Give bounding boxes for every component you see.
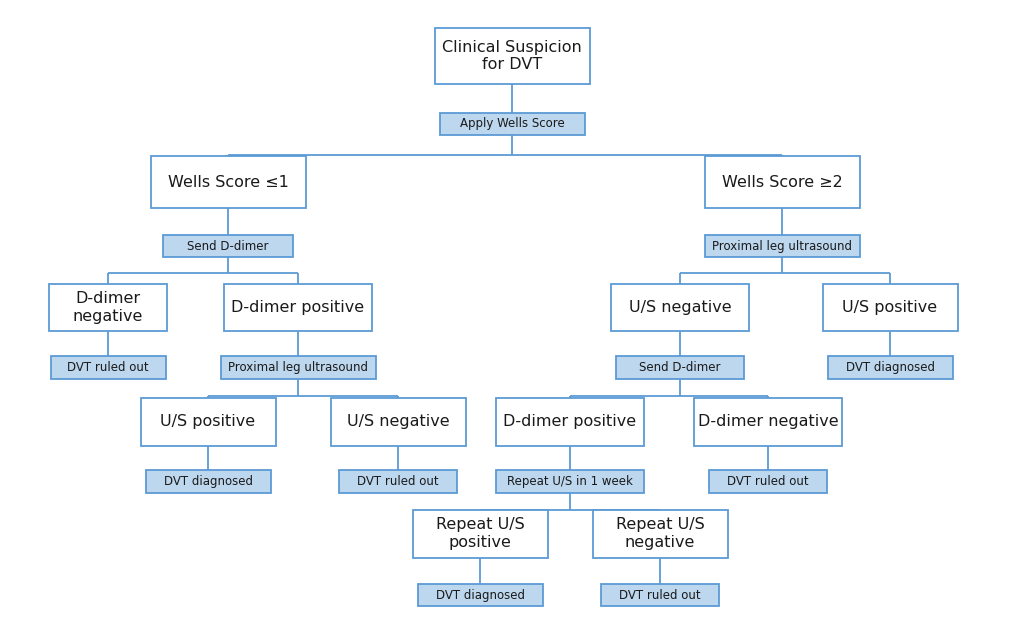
Text: DVT diagnosed: DVT diagnosed — [435, 589, 524, 601]
Text: Apply Wells Score: Apply Wells Score — [460, 117, 564, 131]
Text: DVT ruled out: DVT ruled out — [357, 475, 439, 488]
FancyBboxPatch shape — [224, 283, 372, 331]
FancyBboxPatch shape — [163, 235, 293, 257]
FancyBboxPatch shape — [49, 283, 167, 331]
Text: Wells Score ≤1: Wells Score ≤1 — [168, 175, 289, 189]
Text: Repeat U/S in 1 week: Repeat U/S in 1 week — [507, 475, 633, 488]
FancyBboxPatch shape — [705, 235, 859, 257]
FancyBboxPatch shape — [339, 471, 457, 493]
Text: Send D-dimer: Send D-dimer — [187, 240, 268, 252]
Text: U/S negative: U/S negative — [347, 414, 450, 429]
Text: DVT ruled out: DVT ruled out — [620, 589, 700, 601]
Text: DVT diagnosed: DVT diagnosed — [846, 361, 935, 374]
FancyBboxPatch shape — [50, 357, 166, 379]
Text: D-dimer positive: D-dimer positive — [504, 414, 637, 429]
Text: DVT diagnosed: DVT diagnosed — [164, 475, 253, 488]
FancyBboxPatch shape — [705, 156, 859, 208]
FancyBboxPatch shape — [140, 398, 275, 445]
FancyBboxPatch shape — [220, 357, 376, 379]
FancyBboxPatch shape — [616, 357, 744, 379]
FancyBboxPatch shape — [331, 398, 466, 445]
Text: Repeat U/S
negative: Repeat U/S negative — [615, 517, 705, 550]
Text: D-dimer negative: D-dimer negative — [697, 414, 839, 429]
FancyBboxPatch shape — [151, 156, 305, 208]
FancyBboxPatch shape — [418, 584, 543, 606]
Text: U/S positive: U/S positive — [843, 300, 938, 315]
FancyBboxPatch shape — [434, 28, 590, 84]
FancyBboxPatch shape — [439, 112, 585, 135]
Text: U/S positive: U/S positive — [161, 414, 256, 429]
FancyBboxPatch shape — [496, 471, 644, 493]
Text: Send D-dimer: Send D-dimer — [639, 361, 721, 374]
FancyBboxPatch shape — [593, 510, 727, 558]
Text: U/S negative: U/S negative — [629, 300, 731, 315]
Text: D-dimer positive: D-dimer positive — [231, 300, 365, 315]
FancyBboxPatch shape — [709, 471, 827, 493]
FancyBboxPatch shape — [611, 283, 749, 331]
Text: Proximal leg ultrasound: Proximal leg ultrasound — [228, 361, 368, 374]
Text: Proximal leg ultrasound: Proximal leg ultrasound — [712, 240, 852, 252]
FancyBboxPatch shape — [822, 283, 957, 331]
Text: Wells Score ≥2: Wells Score ≥2 — [722, 175, 843, 189]
FancyBboxPatch shape — [496, 398, 644, 445]
FancyBboxPatch shape — [601, 584, 719, 606]
Text: DVT ruled out: DVT ruled out — [68, 361, 148, 374]
FancyBboxPatch shape — [145, 471, 270, 493]
Text: Clinical Suspicion
for DVT: Clinical Suspicion for DVT — [442, 40, 582, 72]
Text: D-dimer
negative: D-dimer negative — [73, 292, 143, 324]
Text: DVT ruled out: DVT ruled out — [727, 475, 809, 488]
FancyBboxPatch shape — [413, 510, 548, 558]
Text: Repeat U/S
positive: Repeat U/S positive — [435, 517, 524, 550]
FancyBboxPatch shape — [694, 398, 842, 445]
FancyBboxPatch shape — [827, 357, 952, 379]
